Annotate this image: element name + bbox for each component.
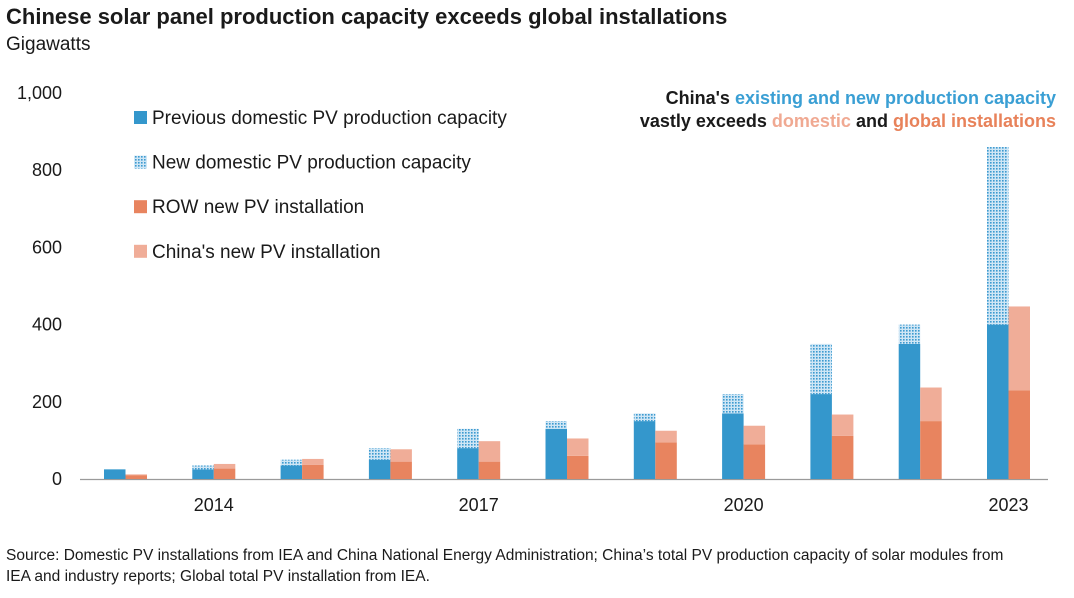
bar-new-capacity-2015 [280, 459, 303, 466]
legend-label-new: New domestic PV production capacity [152, 153, 471, 174]
x-tick-label: 2014 [194, 495, 234, 515]
legend-swatch-row [134, 200, 147, 214]
legend-swatch-previous [134, 111, 147, 124]
bar-previous-capacity-2013 [104, 469, 126, 479]
bar-china-installation-2021 [831, 414, 854, 436]
bar-previous-capacity-2020 [722, 413, 744, 479]
bar-new-capacity-2022 [898, 324, 921, 344]
bar-new-capacity-2023 [987, 147, 1009, 325]
bar-china-installation-2016 [390, 449, 412, 462]
bar-china-installation-2019 [655, 430, 677, 443]
bar-new-capacity-2020 [722, 394, 744, 414]
y-tick-label: 200 [32, 392, 62, 412]
bar-new-capacity-2016 [368, 448, 391, 460]
bar-row-installation-2017 [478, 461, 501, 479]
bar-previous-capacity-2014 [192, 469, 214, 479]
x-tick-label: 2017 [459, 495, 499, 515]
x-tick-label: 2023 [988, 495, 1028, 515]
bar-row-installation-2022 [920, 421, 942, 479]
bar-previous-capacity-2018 [545, 428, 567, 479]
annotation-line-2: vastly exceeds domestic and global insta… [640, 111, 1056, 131]
chart-title: Chinese solar panel production capacity … [6, 4, 728, 29]
legend-swatch-china [134, 244, 147, 258]
y-axis: 0 200 400 600 800 1,000 [17, 83, 62, 489]
bar-china-installation-2017 [478, 441, 501, 462]
y-tick-label: 800 [32, 160, 62, 180]
legend-label-china: China's new PV installation [152, 242, 381, 263]
bar-china-installation-2015 [302, 458, 324, 465]
bar-row-installation-2019 [655, 442, 677, 479]
y-tick-label: 600 [32, 237, 62, 257]
annotation: China's existing and new production capa… [640, 88, 1056, 131]
bar-new-capacity-2017 [457, 428, 479, 449]
bar-previous-capacity-2019 [633, 421, 656, 479]
legend-label-previous: Previous domestic PV production capacity [152, 108, 507, 129]
x-axis: 2014 2017 2020 2023 [80, 478, 1048, 515]
bar-previous-capacity-2015 [280, 465, 303, 479]
legend-swatch-new [134, 155, 147, 169]
bar-china-installation-2023 [1008, 306, 1030, 391]
legend-label-row: ROW new PV installation [152, 197, 364, 218]
y-tick-label: 400 [32, 315, 62, 335]
bar-row-installation-2020 [743, 444, 766, 479]
bar-previous-capacity-2016 [368, 459, 391, 479]
chart-source: Source: Domestic PV installations from I… [6, 547, 1004, 585]
y-tick-label: 0 [52, 469, 62, 489]
bar-china-installation-2013 [125, 474, 147, 476]
bar-row-installation-2013 [125, 475, 147, 479]
bar-previous-capacity-2023 [987, 324, 1009, 479]
chart-subtitle: Gigawatts [6, 34, 91, 55]
bar-new-capacity-2018 [545, 421, 567, 429]
bar-row-installation-2015 [302, 464, 324, 479]
bar-china-installation-2018 [567, 438, 589, 456]
x-tick-label: 2020 [724, 495, 764, 515]
bar-previous-capacity-2021 [810, 394, 832, 479]
bar-row-installation-2018 [567, 455, 589, 479]
bar-row-installation-2023 [1008, 390, 1030, 479]
bar-row-installation-2021 [831, 435, 854, 479]
bar-row-installation-2014 [213, 468, 236, 479]
annotation-line-1: China's existing and new production capa… [666, 88, 1056, 108]
bar-new-capacity-2021 [810, 343, 832, 395]
legend: Previous domestic PV production capacity… [134, 108, 507, 263]
bar-china-installation-2014 [213, 463, 236, 469]
bar-previous-capacity-2022 [898, 343, 921, 479]
bar-new-capacity-2019 [633, 413, 656, 422]
bar-previous-capacity-2017 [457, 448, 479, 479]
bars [104, 147, 1030, 479]
bar-new-capacity-2014 [192, 465, 214, 470]
bar-china-installation-2022 [920, 387, 942, 422]
bar-china-installation-2020 [743, 425, 766, 445]
y-tick-label: 1,000 [17, 83, 62, 103]
bar-row-installation-2016 [390, 461, 412, 479]
